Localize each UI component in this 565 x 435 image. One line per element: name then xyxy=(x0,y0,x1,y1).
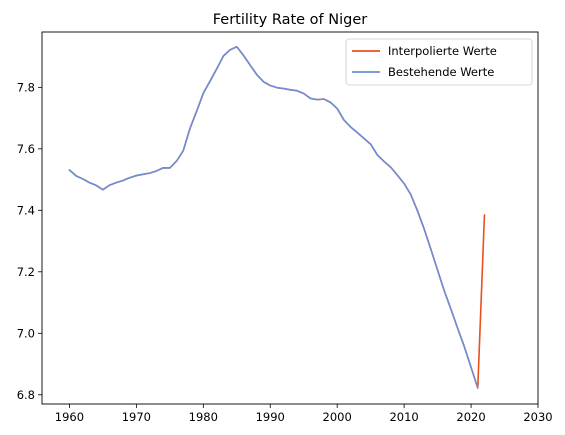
x-tick-label: 2030 xyxy=(523,410,552,424)
y-tick-label: 7.8 xyxy=(17,80,35,94)
series-line-2 xyxy=(68,45,479,389)
x-tick-label: 1960 xyxy=(55,410,84,424)
plot-frame xyxy=(41,31,539,405)
y-tick-label: 7.4 xyxy=(17,203,35,217)
y-tick-label: 7.6 xyxy=(17,142,35,156)
x-tick-label: 2000 xyxy=(323,410,352,424)
x-tick-label: 2010 xyxy=(389,410,418,424)
y-tick-label: 6.8 xyxy=(17,388,35,402)
x-tick-label: 2020 xyxy=(456,410,485,424)
x-tick-label: 1980 xyxy=(189,410,218,424)
x-tick-label: 1990 xyxy=(256,410,285,424)
plot-lines xyxy=(68,45,486,389)
legend: Interpolierte Werte Bestehende Werte xyxy=(345,38,533,86)
x-tick-label: 1970 xyxy=(122,410,151,424)
y-axis: 6.8 7.0 7.2 7.4 7.6 7.8 xyxy=(17,80,42,402)
x-axis: 1960 1970 1980 1990 2000 2010 2020 2030 xyxy=(55,404,553,424)
chart-title: Fertility Rate of Niger xyxy=(213,12,368,28)
legend-box xyxy=(345,38,533,86)
series-line-1 xyxy=(68,45,486,389)
y-tick-label: 7.0 xyxy=(17,326,35,340)
legend-label: Interpolierte Werte xyxy=(388,44,497,58)
y-tick-label: 7.2 xyxy=(17,265,35,279)
legend-label: Bestehende Werte xyxy=(388,65,494,79)
